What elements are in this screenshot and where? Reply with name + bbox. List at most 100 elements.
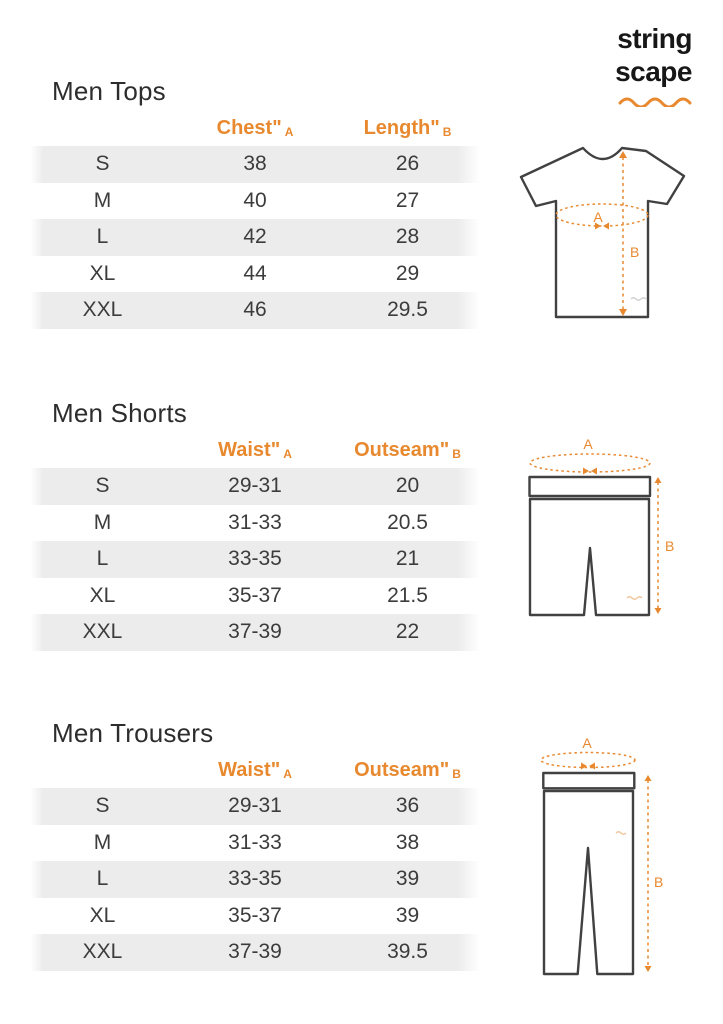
trousers-outline-icon [542,789,635,976]
section-men-trousers: Men Trousers Waist" A Outseam" B S 29-31 3… [0,718,500,978]
brand-wave-icon [618,97,692,107]
measure-label-b: B [665,538,674,554]
outseam-arrow-bottom [644,966,652,972]
size-cell: XXL [82,940,123,964]
waist-arrow-right [589,762,595,770]
size-cell: M [93,510,112,534]
size-cell: XXL [82,620,123,644]
waist-measure-ellipse [529,453,651,473]
value-cell: 29-31 [228,474,282,498]
table-row: L 33-35 21 [30,541,480,578]
size-cell: L [96,867,109,891]
size-cell: M [93,188,112,212]
measure-label-b: B [630,244,639,260]
column-header-waist: Waist" A [175,439,335,462]
value-cell: 37-39 [228,940,282,964]
table-row: L 42 28 [30,219,480,256]
table-body: S 29-31 20 M 31-33 20.5 L 33-35 21 XL 35… [30,468,480,651]
watermark-wave-icon [615,831,627,835]
chest-measure-ellipse [555,203,649,227]
size-cell: L [96,225,109,249]
table-row: L 33-35 39 [30,861,480,898]
table-row: M 31-33 38 [30,825,480,862]
column-header-outseam: Outseam" B [335,439,480,462]
measure-ref-letter: B [452,766,461,781]
measure-ref-letter: A [283,446,292,461]
size-cell: S [95,794,110,818]
length-arrow-bottom [619,309,627,316]
shorts-outline-icon [528,497,651,617]
column-label: Waist" [218,438,281,461]
column-header-chest: Chest" A [175,117,335,140]
column-label: Chest" [216,116,282,139]
table-row: XL 35-37 39 [30,898,480,935]
measure-label-a: A [583,436,593,452]
waistband-outline-icon [528,475,652,498]
value-cell: 39 [395,903,420,927]
table-row: XXL 46 29.5 [30,292,480,329]
section-men-tops: Men Tops Chest" A Length" B S 38 26 M 40 2… [0,76,500,336]
brand-logo: string scape [615,22,692,107]
size-cell: L [96,547,109,571]
value-cell: 33-35 [228,867,282,891]
value-cell: 29-31 [228,794,282,818]
table-row: XXL 37-39 39.5 [30,934,480,971]
value-cell: 44 [243,261,267,285]
waist-arrow-right [591,467,597,475]
value-cell: 21 [395,547,420,571]
measure-label-a: A [582,735,592,751]
size-cell: XL [89,903,116,927]
section-title: Men Shorts [52,398,187,428]
brand-line2: scape [615,56,692,87]
column-label: Outseam" [354,438,450,461]
size-cell: M [93,830,112,854]
outseam-arrow-top [644,775,652,781]
waist-arrow-left [583,467,589,475]
section-title: Men Tops [52,76,166,106]
value-cell: 40 [243,188,267,212]
value-cell: 29 [395,261,420,285]
size-cell: XL [89,583,116,607]
value-cell: 38 [243,152,267,176]
table-row: XXL 37-39 22 [30,614,480,651]
outseam-arrow-top [654,477,662,483]
value-cell: 21.5 [387,583,428,607]
length-arrow-top [619,151,627,158]
table-row: S 29-31 36 [30,788,480,825]
size-cell: S [95,474,110,498]
value-cell: 22 [395,620,420,644]
measure-label-a: A [593,209,603,225]
measure-ref-letter: A [283,766,292,781]
chest-arrow-right [603,222,609,230]
measure-ref-letter: A [284,124,294,139]
value-cell: 42 [243,225,267,249]
watermark-wave-icon [630,297,647,301]
table-row: M 40 27 [30,183,480,220]
value-cell: 31-33 [228,830,282,854]
section-title: Men Trousers [52,718,214,748]
table-row: S 29-31 20 [30,468,480,505]
size-cell: XL [89,261,116,285]
column-label: Outseam" [354,758,450,781]
value-cell: 31-33 [228,510,282,534]
table-row: XL 35-37 21.5 [30,578,480,615]
size-cell: S [95,152,110,176]
waist-arrow-left [581,762,587,770]
value-cell: 37-39 [228,620,282,644]
column-header-outseam: Outseam" B [335,759,480,782]
column-header-length: Length" B [335,117,480,140]
column-header-waist: Waist" A [175,759,335,782]
tshirt-outline-icon [519,146,686,319]
column-label: Length" [363,116,440,139]
table-row: XL 44 29 [30,256,480,293]
chest-arrow-left [595,222,601,230]
measure-ref-letter: B [452,446,461,461]
table-header: Chest" A Length" B [30,114,480,142]
measure-label-b: B [654,874,663,890]
value-cell: 26 [395,152,420,176]
value-cell: 46 [243,298,267,322]
outseam-arrow-bottom [654,608,662,614]
value-cell: 29.5 [387,298,428,322]
table-header: Waist" A Outseam" B [30,436,480,464]
